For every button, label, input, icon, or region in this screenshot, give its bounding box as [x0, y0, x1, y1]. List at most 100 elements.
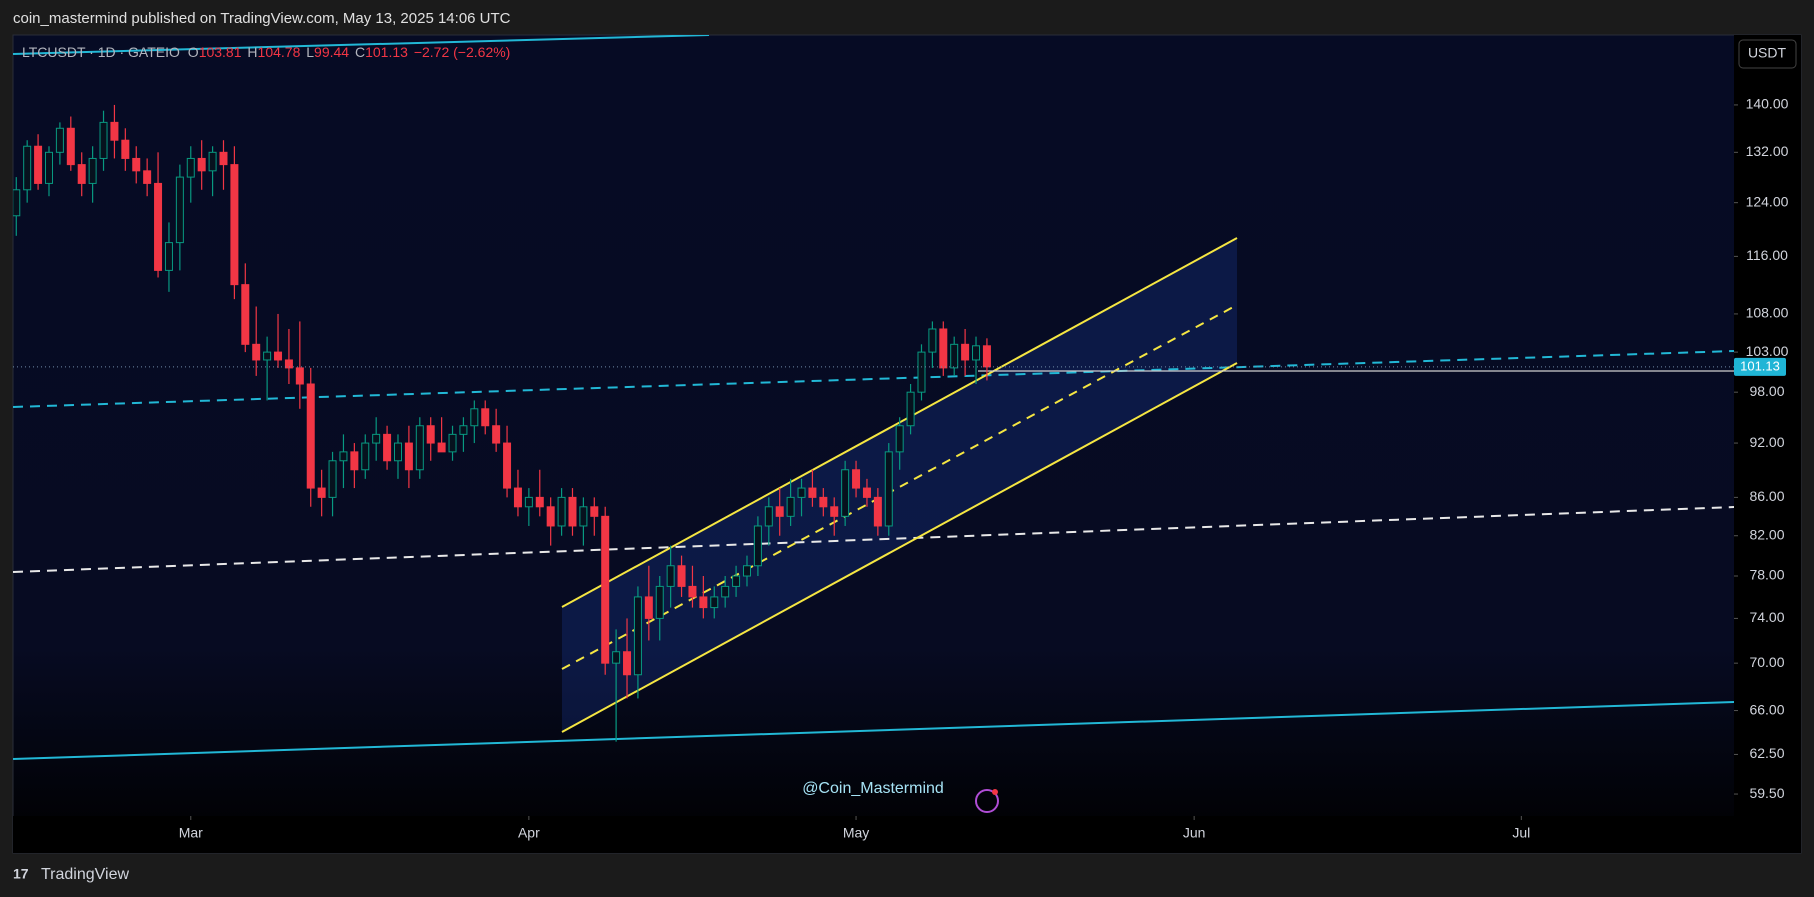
y-tick-label: 116.00 — [1746, 247, 1788, 263]
candle-body — [732, 575, 741, 587]
candle-body — [88, 157, 97, 184]
candle-body — [154, 182, 163, 271]
candle-body — [568, 496, 577, 527]
candle-body — [524, 496, 533, 508]
candle-body — [470, 408, 479, 427]
candle-body — [492, 425, 501, 444]
candle-body — [590, 506, 599, 517]
candle-body — [928, 328, 937, 353]
dashed-line — [13, 350, 1734, 408]
candle-body — [633, 596, 642, 676]
trend-line — [13, 701, 1734, 760]
y-tick-label: 66.00 — [1749, 701, 1784, 717]
candle-body — [393, 442, 402, 462]
candle-body — [437, 442, 446, 453]
header-text: coin_mastermind published on TradingView… — [13, 10, 511, 27]
candle-body — [197, 157, 206, 172]
candle-body — [721, 585, 730, 598]
x-tick-label: Jul — [1512, 825, 1530, 841]
candle-body — [372, 433, 381, 444]
candle-body — [34, 145, 43, 184]
candle-body — [972, 345, 981, 361]
tv-logo-mark: 17 — [13, 866, 29, 882]
candle-body — [546, 506, 555, 527]
candle-body — [317, 487, 326, 498]
y-tick-label: 86.00 — [1749, 488, 1784, 504]
candle-body — [426, 425, 435, 444]
x-tick-label: May — [843, 825, 869, 841]
candle-body — [361, 442, 370, 471]
candle-body — [208, 151, 217, 172]
drawings — [13, 35, 1734, 760]
candle-body — [339, 451, 348, 462]
candle-body — [961, 343, 970, 361]
y-tick-label: 82.00 — [1749, 526, 1784, 542]
candle-body — [786, 496, 795, 517]
candle-body — [143, 170, 152, 184]
y-tick-label: 62.50 — [1749, 745, 1784, 761]
price-axis — [1734, 35, 1801, 853]
candle-body — [917, 351, 926, 393]
y-tick-label: 70.00 — [1749, 654, 1784, 670]
ohlc-value: 104.78 — [258, 44, 301, 60]
candle-body — [775, 506, 784, 517]
ohlc-label: H — [247, 44, 257, 60]
candle-body — [404, 442, 413, 471]
channel-fill — [562, 238, 1237, 732]
candle-body — [742, 565, 751, 577]
candle-body — [852, 469, 861, 489]
ohlc-label: C — [355, 44, 365, 60]
candle-body — [513, 487, 522, 508]
change: −2.72 (−2.62%) — [414, 44, 511, 60]
candle-body — [906, 391, 915, 427]
candle-body — [710, 596, 719, 609]
logo-dot — [992, 789, 998, 795]
candle-body — [241, 284, 250, 345]
logo-icon — [975, 789, 999, 813]
candle-body — [459, 425, 468, 435]
candle-body — [481, 408, 490, 427]
x-tick-label: Jun — [1183, 825, 1206, 841]
currency-box — [1738, 39, 1797, 69]
candle-body — [175, 176, 184, 244]
candle-body — [873, 496, 882, 527]
candle-body — [623, 651, 632, 676]
channel-bottom — [561, 362, 1238, 733]
candle-body — [350, 451, 359, 471]
candle-body — [557, 496, 566, 527]
candle-body — [601, 515, 610, 664]
candle-body — [764, 506, 773, 527]
trend-line — [13, 35, 710, 55]
candle-body — [612, 651, 621, 664]
candle-body — [295, 367, 304, 385]
candle-body — [939, 328, 948, 369]
currency: USDT — [1748, 45, 1787, 61]
y-tick-label: 103.00 — [1746, 343, 1789, 359]
candle-body — [677, 565, 686, 587]
candle-body — [688, 585, 697, 598]
candle-body — [274, 351, 283, 361]
candle-body — [306, 383, 315, 489]
candle-body — [121, 139, 130, 159]
candle-body — [415, 425, 424, 471]
candle-body — [99, 121, 108, 159]
candle-body — [77, 164, 86, 184]
candle-body — [535, 496, 544, 508]
candle-body — [808, 487, 817, 498]
y-tick-label: 124.00 — [1746, 193, 1789, 209]
ohlc-value: 101.13 — [365, 44, 408, 60]
ohlc-value: 99.44 — [314, 44, 349, 60]
y-tick-label: 140.00 — [1746, 96, 1789, 112]
y-tick-label: 74.00 — [1749, 609, 1784, 625]
candle-body — [830, 506, 839, 517]
candle-body — [503, 442, 512, 489]
ohlc-label: L — [306, 44, 314, 60]
candle-body — [164, 242, 173, 271]
candle-body — [666, 565, 675, 587]
y-tick-label: 132.00 — [1746, 143, 1789, 159]
y-tick-label: 92.00 — [1749, 434, 1784, 450]
candle-body — [110, 121, 119, 141]
candle-body — [753, 525, 762, 567]
